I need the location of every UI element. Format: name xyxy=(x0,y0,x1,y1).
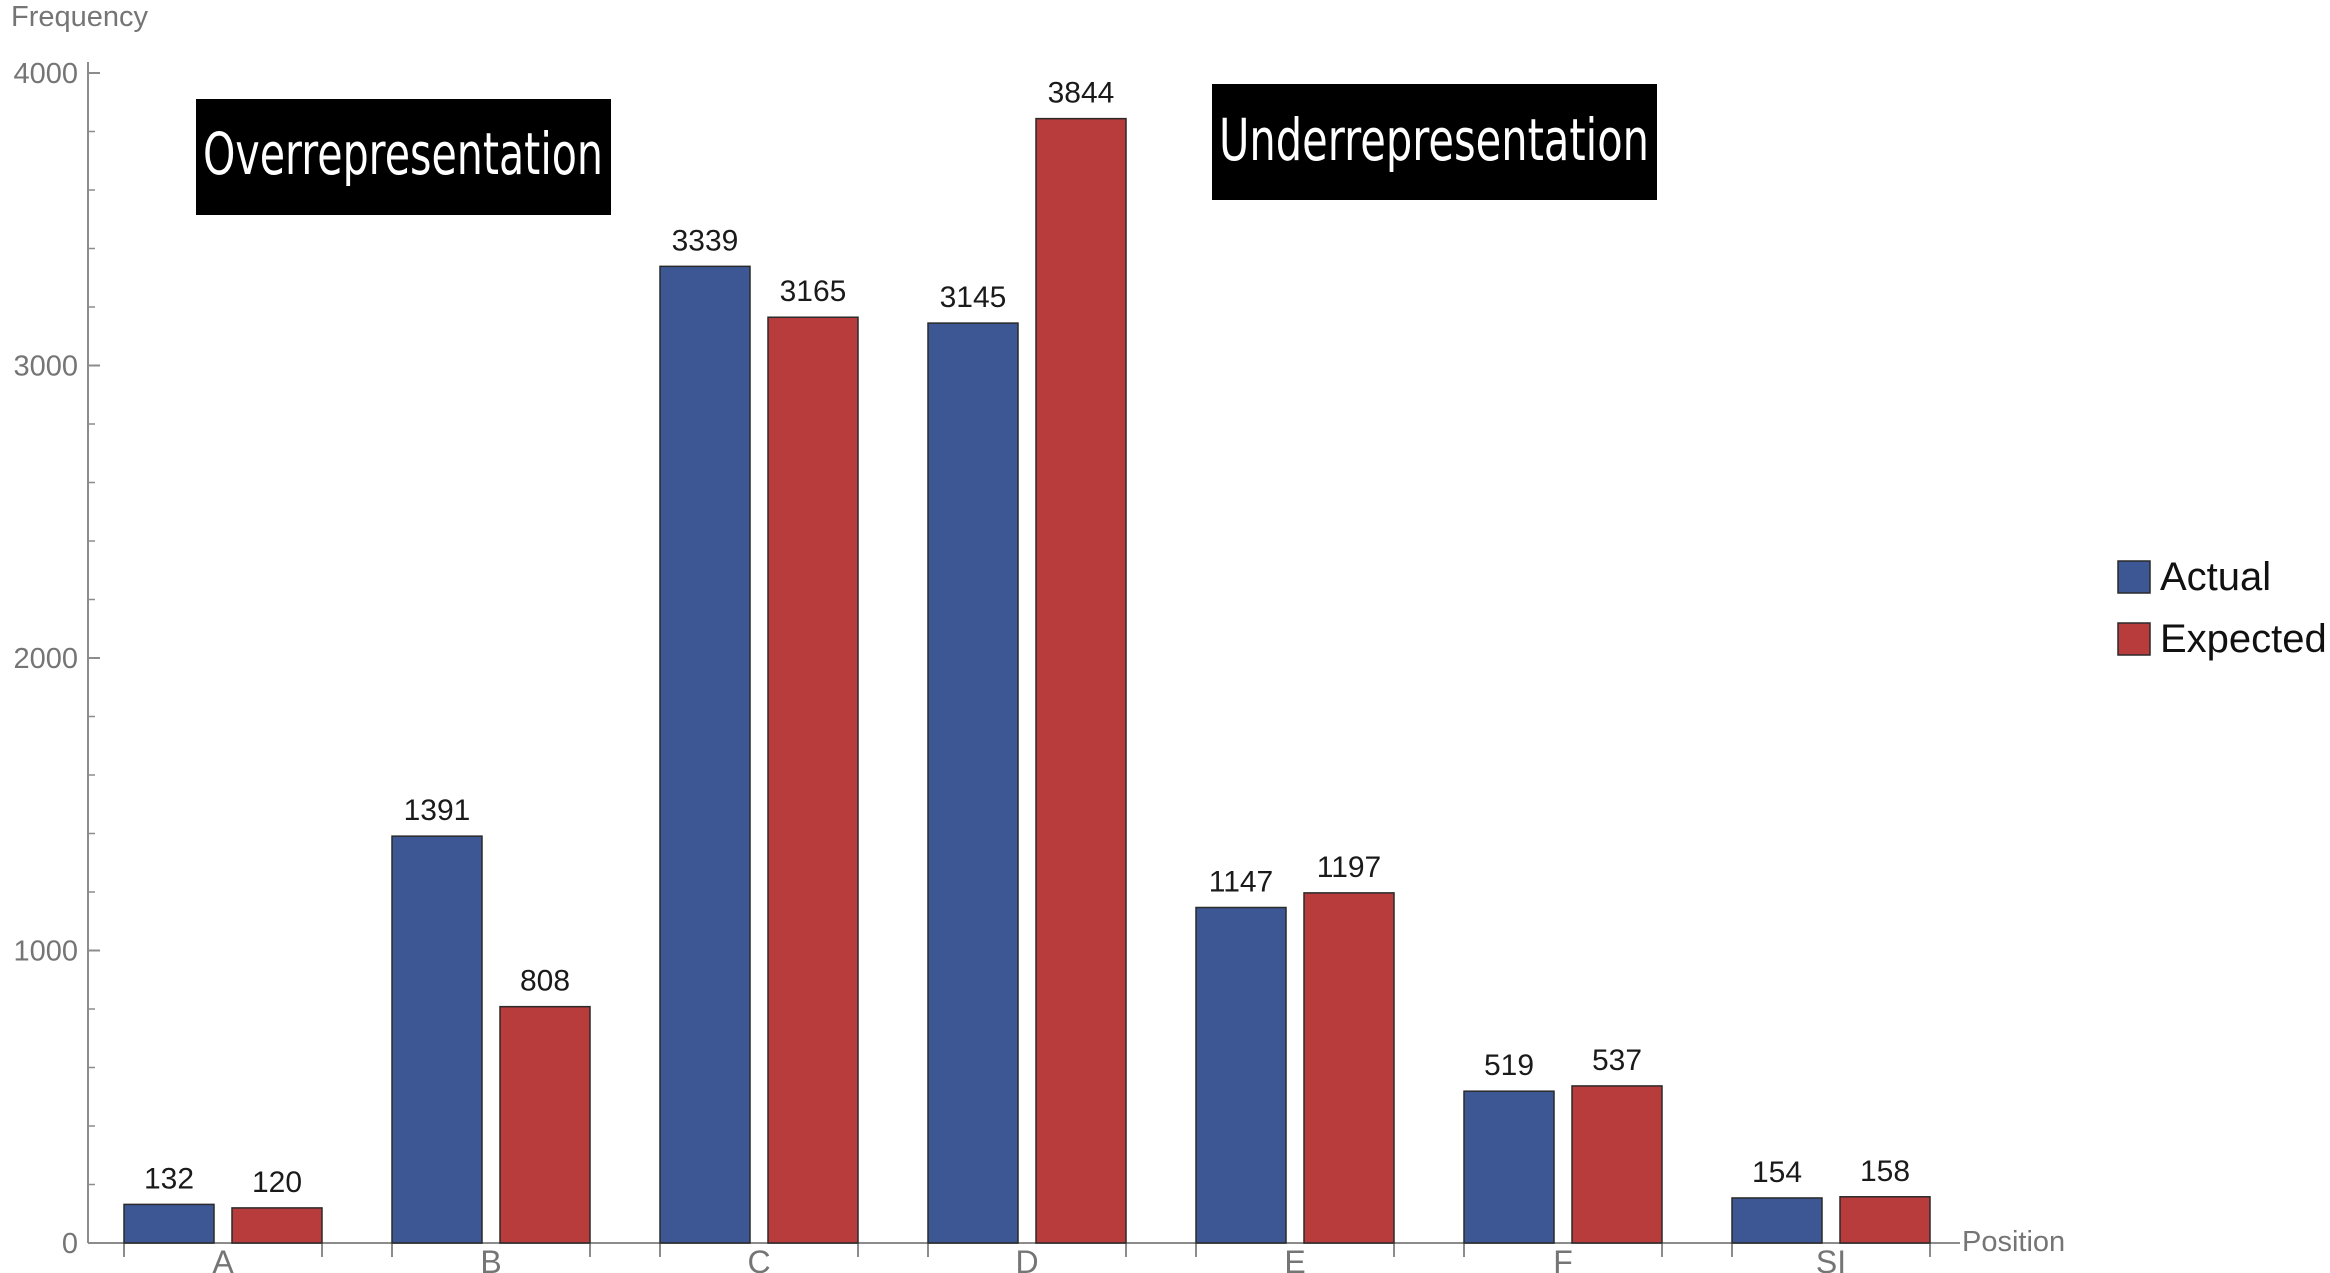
legend-swatch-actual xyxy=(2117,560,2151,594)
annotation-box xyxy=(1212,84,1657,200)
x-category-label: E xyxy=(1284,1244,1305,1273)
bar-actual-e xyxy=(1195,906,1287,1244)
bar-group-c xyxy=(659,265,859,1244)
bar-expected-si xyxy=(1839,1196,1931,1244)
annotation-overrepresentation: Overrepresentation xyxy=(196,99,611,215)
bar-group-d xyxy=(927,117,1127,1244)
bar-group-f xyxy=(1463,1085,1663,1244)
value-label-expected-d: 3844 xyxy=(1048,77,1115,110)
legend: Actual Expected xyxy=(2117,555,2327,661)
bar-value-labels: 132 120 1391 808 3339 3165 3145 3844 1147 1197 519… xyxy=(144,77,1910,1199)
x-category-label: A xyxy=(212,1244,234,1273)
value-label-expected-f: 537 xyxy=(1592,1044,1642,1077)
y-axis-ticks: 0 1000 2000 3000 4000 xyxy=(13,58,100,1260)
legend-label-actual: Actual xyxy=(2160,555,2271,599)
y-axis: 0 1000 2000 3000 4000 xyxy=(13,58,100,1260)
y-tick-label: 0 xyxy=(62,1228,78,1260)
bar-group-e xyxy=(1195,892,1395,1244)
bar-expected-a xyxy=(231,1207,323,1244)
annotation-underrepresentation: Underrepresentation xyxy=(1212,84,1657,200)
bar-expected-f xyxy=(1571,1085,1663,1244)
x-axis-labels: A B C D E F SI xyxy=(123,1243,1931,1273)
x-category-label: D xyxy=(1015,1244,1038,1273)
bar-actual-b xyxy=(391,835,483,1244)
value-label-expected-a: 120 xyxy=(252,1166,302,1199)
value-label-actual-e: 1147 xyxy=(1209,866,1274,899)
value-label-expected-c: 3165 xyxy=(780,275,847,308)
bar-group-b xyxy=(391,835,591,1244)
value-label-expected-e: 1197 xyxy=(1317,851,1382,884)
x-category-label: SI xyxy=(1816,1244,1846,1273)
x-category-label: B xyxy=(480,1244,501,1273)
value-label-actual-a: 132 xyxy=(144,1162,194,1195)
value-label-actual-c: 3339 xyxy=(672,224,739,257)
value-label-expected-b: 808 xyxy=(520,965,570,998)
x-category-label: C xyxy=(747,1244,770,1273)
bar-expected-c xyxy=(767,316,859,1244)
bar-group-si xyxy=(1731,1196,1931,1244)
bar-actual-si xyxy=(1731,1197,1823,1244)
legend-label-expected: Expected xyxy=(2160,617,2327,661)
y-tick-label: 3000 xyxy=(13,351,78,383)
annotation-label: Overrepresentation xyxy=(203,120,603,188)
value-label-actual-d: 3145 xyxy=(940,281,1007,314)
bar-expected-b xyxy=(499,1005,591,1244)
bar-expected-d xyxy=(1035,117,1127,1244)
y-tick-label: 1000 xyxy=(13,936,78,968)
bar-actual-f xyxy=(1463,1090,1555,1244)
legend-swatch-expected xyxy=(2117,622,2151,656)
y-tick-label: 4000 xyxy=(13,58,78,90)
y-axis-title: Frequency xyxy=(11,1,149,33)
bar-expected-e xyxy=(1303,892,1395,1244)
bar-group-a xyxy=(123,1203,323,1244)
bar-actual-c xyxy=(659,265,751,1244)
bar-groups xyxy=(123,117,1931,1244)
value-label-actual-b: 1391 xyxy=(404,794,471,827)
bar-actual-a xyxy=(123,1203,215,1244)
bar-actual-d xyxy=(927,322,1019,1244)
annotation-box xyxy=(196,99,611,215)
value-label-expected-si: 158 xyxy=(1860,1155,1910,1188)
value-label-actual-f: 519 xyxy=(1484,1049,1534,1082)
x-category-label: F xyxy=(1553,1244,1573,1273)
annotation-label: Underrepresentation xyxy=(1219,106,1649,174)
x-axis-title: Position xyxy=(1962,1226,2065,1258)
y-tick-label: 2000 xyxy=(13,643,78,675)
value-label-actual-si: 154 xyxy=(1752,1156,1802,1189)
